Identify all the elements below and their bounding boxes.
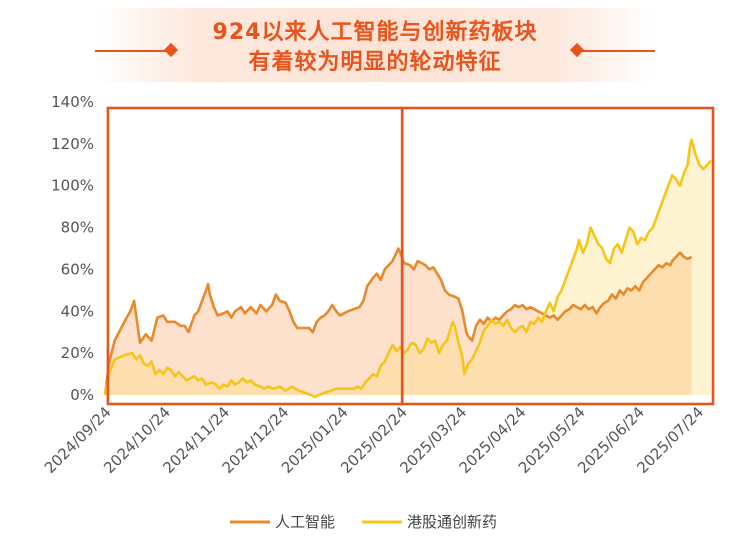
series-area-1 bbox=[105, 139, 712, 398]
y-tick-label: 80% bbox=[61, 219, 94, 237]
chart-title-line1: 924以来人工智能与创新药板块 bbox=[212, 20, 538, 45]
series-line-1 bbox=[103, 138, 713, 399]
legend-label-0: 人工智能 bbox=[275, 513, 335, 531]
chart-title-line2: 有着较为明显的轮动特征 bbox=[248, 50, 502, 75]
y-tick-label: 120% bbox=[51, 135, 94, 153]
y-tick-label: 60% bbox=[61, 260, 94, 278]
y-tick-label: 140% bbox=[51, 93, 94, 111]
highlight-box-1 bbox=[400, 106, 715, 406]
y-tick-label: 40% bbox=[61, 302, 94, 320]
y-tick-label: 100% bbox=[51, 177, 94, 195]
legend-label-1: 港股通创新药 bbox=[407, 513, 497, 531]
title-banner bbox=[95, 8, 655, 82]
series-line-0 bbox=[103, 247, 693, 396]
title-left-line bbox=[95, 50, 170, 52]
title-right-line bbox=[576, 50, 655, 52]
series-area-0 bbox=[105, 248, 692, 395]
y-tick-label: 0% bbox=[70, 386, 94, 404]
y-tick-label: 20% bbox=[61, 344, 94, 362]
